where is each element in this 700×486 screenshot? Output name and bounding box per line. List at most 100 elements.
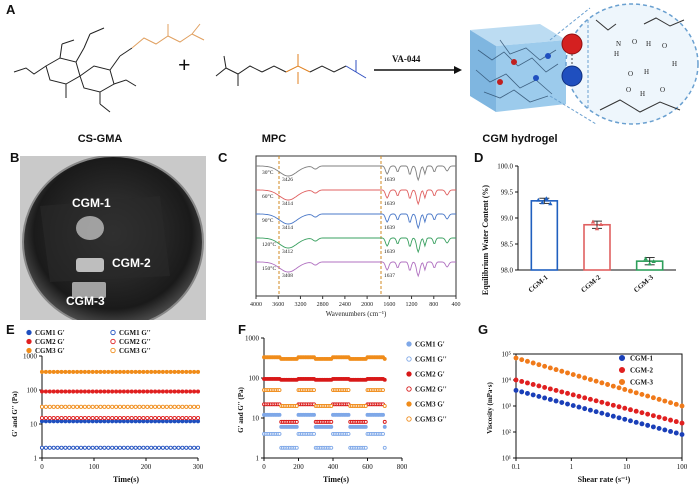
f-legend-label-0: CGM1 G' [415,341,445,349]
g-point-0-28 [673,430,679,436]
inset-atom-h5: H [640,90,645,98]
sample-cgm2 [76,258,104,272]
e-point-5-10 [78,404,84,409]
d-ytick-4: 100.0 [497,163,513,171]
e-point-0-31 [160,419,165,424]
g-point-0-18 [616,415,622,421]
f-legend-label-3: CGM2 G'' [415,386,447,394]
e-point-2-28 [149,389,154,394]
e-point-3-14 [94,415,99,421]
e-point-1-24 [133,445,138,450]
f-xtick-2: 400 [328,463,339,471]
e-point-3-5 [59,415,64,421]
e-point-2-2 [47,389,52,394]
d-bar-0 [530,200,559,271]
d-point-0-2 [544,196,549,201]
g-point-1-4 [536,383,542,389]
f-point-5-19 [294,404,299,408]
e-point-3-28 [149,415,154,421]
e-point-0-26 [141,419,146,424]
g-point-1-3 [530,382,536,387]
g-ytick-0: 10¹ [502,455,511,463]
ftir-trace-4 [256,261,456,278]
f-point-5-39 [329,404,334,408]
f-point-5-49 [346,388,351,392]
hydrogel-label: CGM hydrogel [482,133,558,145]
e-point-2-16 [102,389,107,394]
e-point-1-35 [176,445,181,450]
ftir-temp-label-2: 90°C [262,217,274,224]
f-legend-label-5: CGM3 G'' [415,416,447,424]
e-point-1-7 [67,445,72,450]
gma-group [131,23,205,49]
e-point-4-19 [114,369,119,374]
hydrogel-cube [470,24,566,112]
g-xtick-2: 10 [623,463,631,471]
d-point-2-1 [647,261,652,266]
e-point-3-1 [43,415,48,421]
g-point-1-14 [593,398,599,404]
e-point-5-4 [55,404,60,409]
e-point-3-12 [86,415,91,421]
f-ytick-2: 100 [249,375,260,383]
e-ytick-1: 10 [30,421,38,429]
e-point-0-15 [98,419,103,424]
e-point-0-20 [117,419,123,424]
e-point-5-25 [137,404,142,409]
e-legend-label-5: CGM3 G'' [119,347,151,355]
g-legend-marker-0 [618,354,626,362]
e-point-2-36 [180,389,185,394]
e-point-5-32 [164,404,169,409]
red-sphere [561,33,583,55]
e-point-2-1 [43,389,48,394]
e-point-3-19 [114,415,119,421]
e-point-3-36 [180,415,185,421]
g-point-1-29 [679,420,685,426]
e-point-0-22 [125,419,130,424]
d-ytick-1: 98.5 [501,241,514,249]
e-point-1-29 [153,445,158,450]
e-point-2-39 [192,389,197,394]
e-point-3-3 [51,415,56,421]
g-point-1-13 [587,396,593,402]
e-point-5-16 [102,404,107,409]
g-xtick-0: 0.1 [512,463,521,471]
e-point-5-38 [188,404,193,409]
e-point-3-39 [192,415,197,421]
e-point-2-6 [63,389,68,394]
g-point-1-12 [582,395,588,401]
va044-label: VA-044 [392,54,421,64]
photo-label-cgm3: CGM-3 [66,294,105,308]
f-point-1-49 [346,431,351,436]
f-ylabel: G' and G'' (Pa) [237,386,245,432]
e-point-5-7 [67,404,72,409]
f-xtick-1: 200 [293,463,304,471]
inset-atom-o2: O [662,42,667,50]
g-point-2-2 [524,358,530,364]
g-ytick-4: 10⁵ [502,351,512,359]
f-point-3-70 [382,419,387,424]
e-point-5-29 [153,404,158,409]
e-point-2-29 [153,389,158,394]
e-xtick-0: 0 [40,463,44,471]
g-legend-label-0: CGM-1 [630,355,653,363]
e-point-0-29 [153,419,158,424]
f-legend-marker-2 [406,371,412,377]
e-point-5-3 [51,404,56,409]
g-point-0-29 [679,432,685,437]
ftir-xtick-9: 400 [452,302,461,308]
e-point-3-33 [168,415,173,421]
g-point-1-7 [553,387,559,393]
e-point-4-37 [184,369,189,374]
inset-chains [595,17,685,113]
f-ytick-1: 10 [252,415,260,423]
e-point-1-17 [106,445,111,450]
e-point-0-14 [94,419,99,424]
e-point-0-2 [47,419,52,424]
dish-shadow [40,196,170,282]
e-point-4-14 [94,369,99,374]
f-ytick-3: 1000 [245,335,260,343]
d-ytick-0: 98.0 [501,267,514,275]
e-point-1-20 [117,445,123,450]
e-point-0-13 [90,419,95,424]
